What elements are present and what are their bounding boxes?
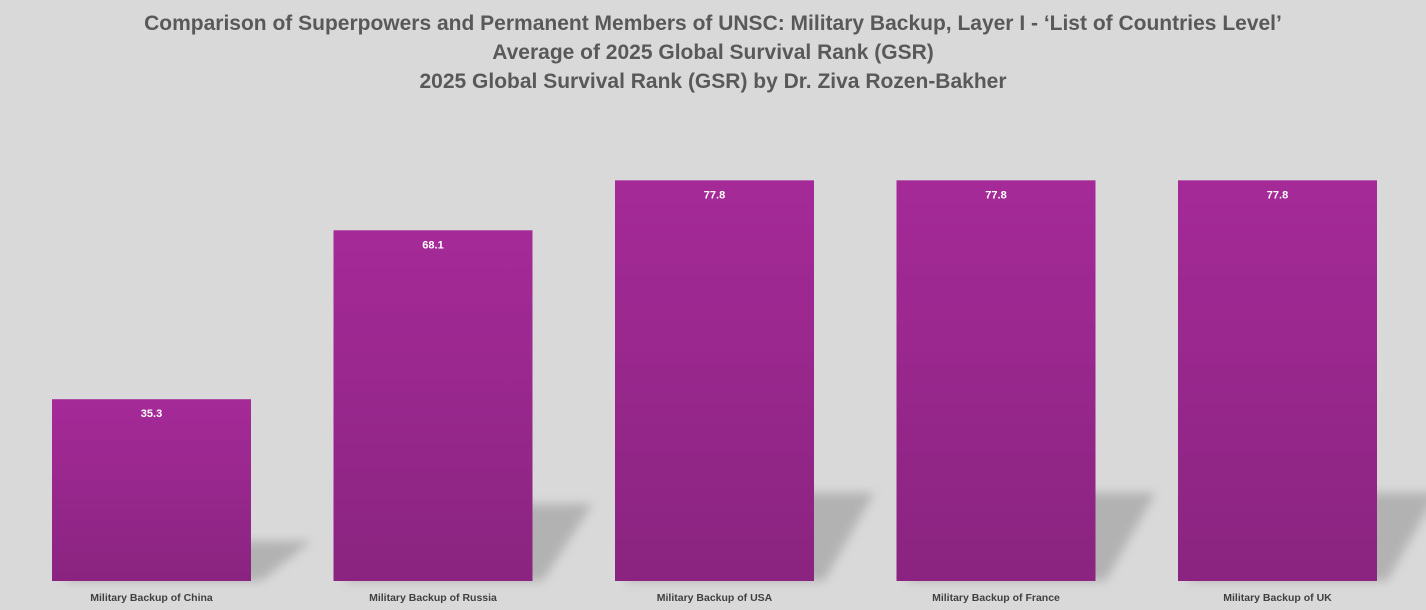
chart-subtitle: Average of 2025 Global Survival Rank (GS… bbox=[492, 41, 934, 64]
bar-1 bbox=[52, 399, 251, 581]
data-label: 77.8 bbox=[1267, 189, 1288, 201]
category-label: Military Backup of China bbox=[90, 592, 213, 604]
bar-4 bbox=[896, 180, 1096, 581]
chart-title: Comparison of Superpowers and Permanent … bbox=[144, 12, 1282, 35]
bar-2 bbox=[333, 230, 533, 581]
chart-subtitle-author: 2025 Global Survival Rank (GSR) by Dr. Z… bbox=[419, 70, 1007, 93]
data-label: 35.3 bbox=[141, 408, 162, 420]
bar-5 bbox=[1178, 180, 1377, 581]
data-label: 68.1 bbox=[422, 239, 443, 251]
category-label: Military Backup of Russia bbox=[369, 592, 497, 604]
category-label: Military Backup of France bbox=[932, 592, 1060, 604]
data-label: 77.8 bbox=[985, 189, 1006, 201]
bar-3 bbox=[615, 180, 814, 581]
category-label: Military Backup of USA bbox=[657, 592, 773, 604]
data-label: 77.8 bbox=[704, 189, 725, 201]
category-label: Military Backup of UK bbox=[1223, 592, 1332, 604]
